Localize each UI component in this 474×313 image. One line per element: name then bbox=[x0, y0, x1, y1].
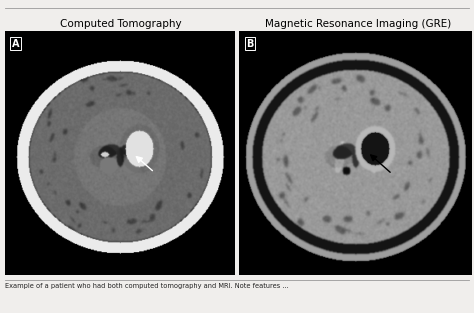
Text: B: B bbox=[246, 38, 254, 49]
Text: Magnetic Resonance Imaging (GRE): Magnetic Resonance Imaging (GRE) bbox=[265, 19, 451, 29]
Text: Computed Tomography: Computed Tomography bbox=[60, 19, 182, 29]
Text: A: A bbox=[12, 38, 19, 49]
Text: Example of a patient who had both computed tomography and MRI. Note features ...: Example of a patient who had both comput… bbox=[5, 283, 289, 289]
